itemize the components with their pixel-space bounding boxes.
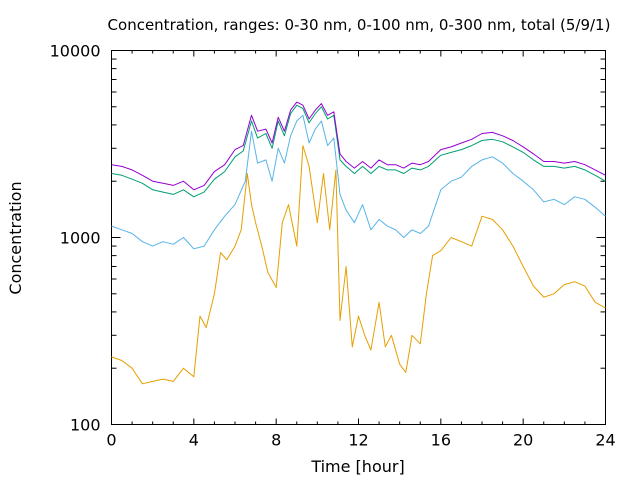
x-tick-label: 20 — [513, 431, 533, 450]
series-line-4 — [111, 101, 606, 191]
y-tick-label: 10000 — [50, 42, 101, 61]
y-tick-label: 1000 — [60, 229, 101, 248]
x-tick-label: 24 — [595, 431, 615, 450]
x-axis-label: Time [hour] — [310, 457, 404, 476]
series-line-1 — [111, 145, 606, 385]
series-line-3 — [111, 104, 606, 198]
y-axis-label: Concentration — [6, 181, 25, 294]
chart-title: Concentration, ranges: 0-30 nm, 0-100 nm… — [108, 16, 611, 34]
x-tick-label: 8 — [271, 431, 281, 450]
x-tick-label: 4 — [189, 431, 199, 450]
x-tick-label: 0 — [106, 431, 116, 450]
x-tick-label: 16 — [431, 431, 451, 450]
plot-frame — [111, 50, 606, 425]
y-axis: 100 1000 10000 — [50, 42, 606, 435]
series-layer — [111, 101, 606, 385]
series-line-2 — [111, 114, 606, 250]
x-axis: 0 4 8 12 16 20 24 — [106, 50, 616, 450]
x-tick-label: 12 — [348, 431, 368, 450]
y-tick-label: 100 — [70, 416, 101, 435]
